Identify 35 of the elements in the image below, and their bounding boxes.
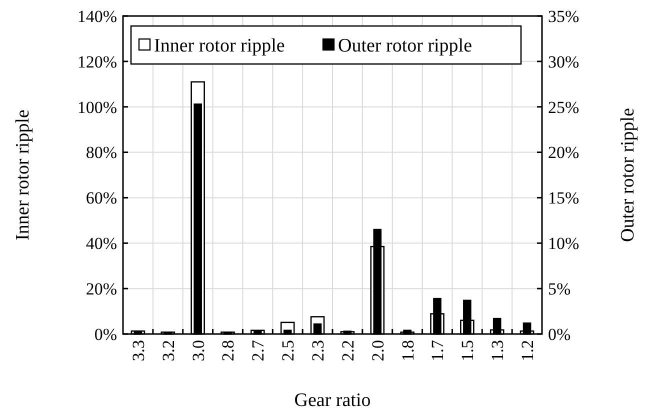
x-tick-label: 1.7: [428, 340, 448, 362]
x-tick-label: 2.7: [248, 340, 268, 362]
x-tick-label: 3.2: [158, 340, 178, 362]
x-tick-label: 2.8: [218, 340, 238, 362]
x-tick-label: 2.5: [278, 340, 298, 362]
y2-tick-label: 10%: [548, 234, 580, 254]
legend-label: Inner rotor ripple: [154, 36, 285, 57]
y2-tick-label: 25%: [548, 98, 580, 117]
x-tick-label: 2.3: [308, 340, 328, 362]
x-tick-label: 1.5: [458, 340, 478, 362]
x-axis-title: Gear ratio: [294, 390, 371, 411]
y2-tick-label: 20%: [548, 143, 580, 162]
x-tick-label: 2.2: [338, 340, 358, 362]
x-tick-label: 3.3: [128, 340, 148, 362]
x-tick-label: 1.3: [488, 340, 508, 362]
x-tick-label: 2.0: [368, 340, 388, 362]
y-tick-label: 80%: [86, 143, 117, 162]
legend-label: Outer rotor ripple: [338, 36, 472, 57]
y-tick-label: 120%: [77, 52, 117, 72]
y-tick-label: 60%: [86, 188, 117, 208]
x-tick-label: 1.8: [398, 340, 418, 362]
y2-tick-label: 0%: [548, 324, 571, 344]
y-tick-label: 0%: [94, 324, 117, 344]
y2-tick-label: 5%: [548, 280, 571, 299]
y2-axis-title: Outer rotor ripple: [618, 108, 639, 242]
x-tick-label: 3.0: [188, 340, 208, 362]
y-tick-label: 20%: [86, 280, 117, 299]
y-tick-label: 40%: [86, 234, 117, 254]
y2-tick-label: 30%: [548, 52, 580, 72]
y-tick-label: 100%: [77, 98, 117, 117]
y-tick-label: 140%: [77, 6, 117, 26]
y2-tick-label: 15%: [548, 188, 580, 208]
x-tick-label: 1.2: [518, 340, 537, 362]
y-axis-title: Inner rotor ripple: [12, 110, 34, 240]
y2-tick-label: 35%: [548, 6, 580, 26]
